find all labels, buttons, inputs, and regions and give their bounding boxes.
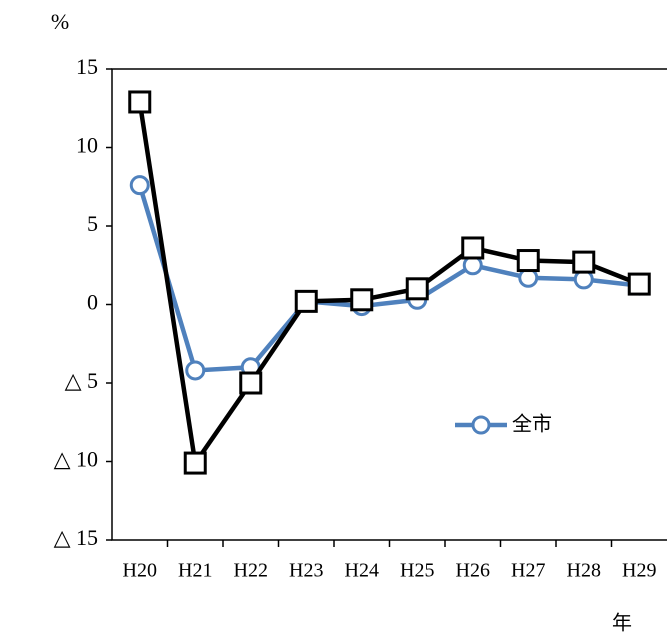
x-tick-label: H27	[511, 560, 545, 582]
x-tick-label: H25	[400, 560, 434, 582]
series-line	[137, 101, 641, 469]
marker	[183, 451, 207, 475]
x-tick-label: H29	[622, 560, 656, 582]
marker	[572, 250, 596, 274]
x-tick-label: H23	[289, 560, 323, 582]
x-tick-label: H24	[345, 560, 379, 582]
x-axis-label: 年	[612, 611, 632, 635]
y-tick-label: △ 5	[65, 368, 98, 393]
series-line	[137, 184, 640, 373]
legend-marker	[471, 415, 491, 435]
marker	[516, 249, 540, 273]
y-tick-label: 10	[76, 133, 98, 158]
y-tick-label: 15	[76, 54, 98, 79]
marker	[128, 90, 152, 114]
legend-label: 全市	[512, 412, 552, 436]
y-unit: %	[51, 9, 69, 34]
x-tick-label: H21	[178, 560, 212, 582]
marker	[627, 272, 651, 296]
marker	[350, 288, 374, 312]
x-tick-label: H26	[456, 560, 490, 582]
y-tick-label: △ 10	[54, 447, 98, 472]
y-tick-label: △ 15	[54, 525, 98, 550]
y-tick-label: 0	[87, 290, 98, 315]
x-tick-label: H20	[123, 560, 157, 582]
marker	[294, 289, 318, 313]
x-tick-label: H28	[567, 560, 601, 582]
marker	[129, 175, 150, 196]
marker	[405, 277, 429, 301]
marker	[239, 371, 263, 395]
marker	[185, 360, 206, 381]
y-tick-label: 5	[87, 211, 98, 236]
marker	[461, 236, 485, 260]
x-tick-label: H22	[234, 560, 268, 582]
